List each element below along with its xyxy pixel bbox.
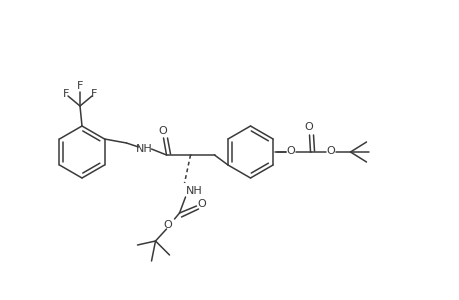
- Text: F: F: [90, 89, 97, 99]
- Text: O: O: [325, 146, 334, 156]
- Text: O: O: [303, 122, 312, 132]
- Text: NH: NH: [186, 186, 202, 196]
- Text: O: O: [197, 199, 206, 209]
- Text: F: F: [63, 89, 69, 99]
- Text: F: F: [77, 81, 83, 91]
- Text: O: O: [285, 146, 294, 156]
- Text: O: O: [158, 126, 167, 136]
- Text: O: O: [163, 220, 172, 230]
- Text: NH: NH: [136, 144, 152, 154]
